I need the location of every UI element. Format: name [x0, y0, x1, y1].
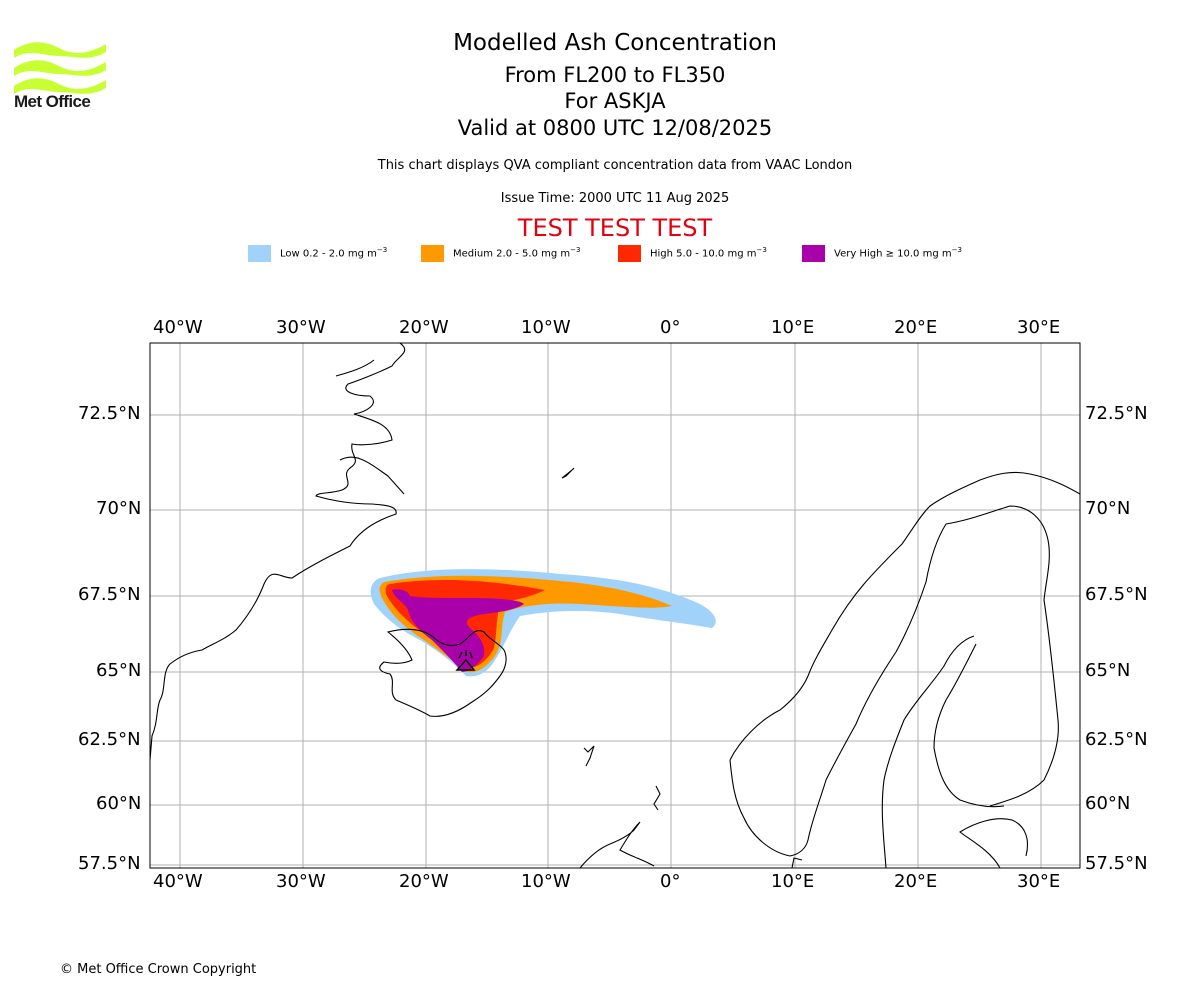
legend-swatch-very-high — [802, 245, 825, 262]
lat-tick-right-72-5: 72.5°N — [1085, 403, 1148, 424]
legend-label-medium: Medium 2.0 - 5.0 mg m — [453, 248, 571, 260]
legend-label-very-high: Very High ≥ 10.0 mg m — [834, 248, 952, 260]
faroe-islands — [583, 745, 595, 767]
logo-text: Met Office — [14, 92, 91, 111]
lon-tick-top-0: 0° — [660, 317, 681, 338]
lat-tick-right-67-5: 67.5°N — [1085, 584, 1148, 605]
coastlines — [150, 343, 1080, 868]
legend-swatch-medium — [421, 245, 444, 262]
greenland-inlet — [335, 359, 375, 377]
finland-coast — [933, 643, 1005, 808]
valid-time: Valid at 0800 UTC 12/08/2025 — [457, 116, 773, 140]
lon-tick-top-10e: 10°E — [771, 317, 815, 338]
lon-tick-top-20e: 20°E — [894, 317, 938, 338]
volcano-name: For ASKJA — [564, 89, 666, 113]
denmark-coast — [791, 857, 803, 868]
flight-levels: From FL200 to FL350 — [504, 63, 726, 87]
lat-tick-left-60: 60°N — [96, 793, 142, 814]
lat-tick-left-72-5: 72.5°N — [78, 403, 141, 424]
scotland-coast — [579, 821, 655, 868]
lon-tick-bottom-10w: 10°W — [521, 871, 571, 892]
lon-tick-bottom-20w: 20°W — [399, 871, 449, 892]
lat-tick-right-60: 60°N — [1085, 793, 1131, 814]
lon-tick-top-30e: 30°E — [1017, 317, 1061, 338]
lat-tick-right-65: 65°N — [1085, 660, 1131, 681]
test-banner: TEST TEST TEST — [517, 214, 713, 242]
sweden-norway-border — [807, 523, 947, 841]
norway-south — [729, 759, 809, 857]
greenland-coast — [150, 343, 406, 761]
iceland-coast — [379, 628, 507, 717]
lon-tick-top-10w: 10°W — [521, 317, 571, 338]
lat-tick-left-70: 70°N — [96, 498, 142, 519]
lon-tick-bottom-0: 0° — [660, 871, 681, 892]
lat-tick-left-65: 65°N — [96, 660, 142, 681]
lon-tick-top-40w: 40°W — [153, 317, 203, 338]
norway-coast — [729, 471, 1080, 761]
lon-tick-top-30w: 30°W — [276, 317, 326, 338]
greenland-inlet-2 — [339, 456, 405, 495]
lat-tick-left-67-5: 67.5°N — [78, 584, 141, 605]
ash-plume — [370, 569, 716, 677]
lat-tick-left-57-5: 57.5°N — [78, 853, 141, 874]
gridlines — [150, 343, 1080, 868]
issue-time: Issue Time: 2000 UTC 11 Aug 2025 — [500, 191, 730, 206]
jan-mayen — [561, 467, 575, 479]
met-office-logo — [14, 42, 106, 94]
legend-swatch-low — [248, 245, 271, 262]
lon-tick-top-20w: 20°W — [399, 317, 449, 338]
map-svg — [149, 342, 1081, 869]
volcano-marker — [455, 650, 476, 671]
legend-label-low: Low 0.2 - 2.0 mg m — [280, 248, 377, 260]
legend-swatch-high — [618, 245, 641, 262]
lat-tick-left-62-5: 62.5°N — [78, 729, 141, 750]
lon-tick-bottom-30e: 30°E — [1017, 871, 1061, 892]
map-frame — [149, 342, 1081, 869]
lon-tick-bottom-30w: 30°W — [276, 871, 326, 892]
lat-tick-right-57-5: 57.5°N — [1085, 853, 1148, 874]
lat-tick-right-62-5: 62.5°N — [1085, 729, 1148, 750]
shetland — [653, 785, 661, 811]
finland-border — [945, 505, 1059, 807]
lon-tick-bottom-40w: 40°W — [153, 871, 203, 892]
map-area: 40°W 30°W 20°W 10°W 0° 10°E 20°E 30°E 40… — [0, 300, 1200, 920]
ash-very-high-region — [392, 589, 524, 672]
chart-title: Modelled Ash Concentration — [453, 30, 777, 56]
legend-label-high: High 5.0 - 10.0 mg m — [650, 248, 757, 260]
sweden-coast — [881, 635, 975, 868]
lon-tick-bottom-20e: 20°E — [894, 871, 938, 892]
lat-tick-right-70: 70°N — [1085, 498, 1131, 519]
baltic-coast — [959, 818, 1029, 868]
lon-tick-bottom-10e: 10°E — [771, 871, 815, 892]
chart-description: This chart displays QVA compliant concen… — [377, 158, 853, 173]
copyright-notice: © Met Office Crown Copyright — [60, 962, 257, 977]
